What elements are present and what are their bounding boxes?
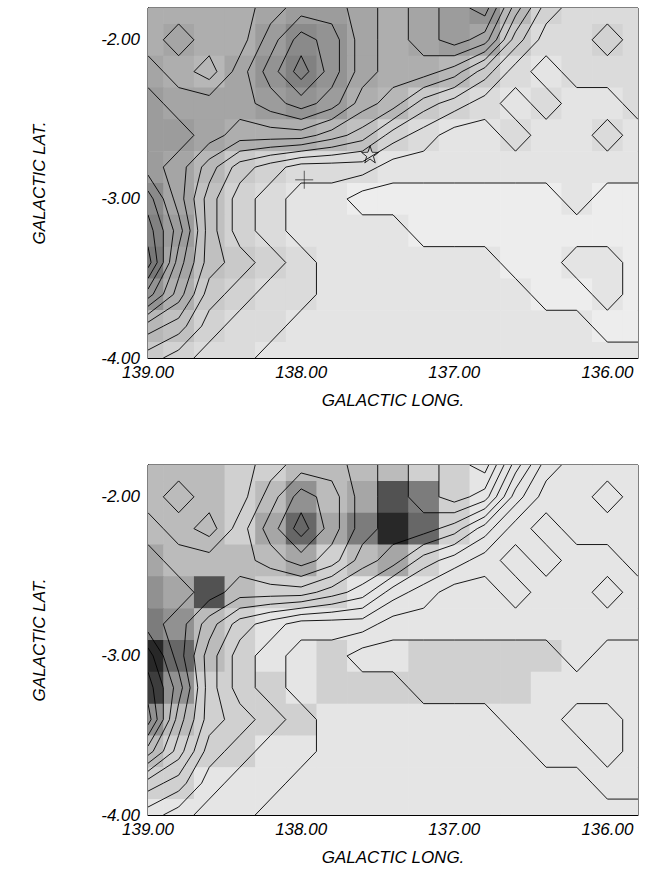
svg-text:136.00: 136.00: [581, 363, 634, 382]
svg-text:-2.00: -2.00: [101, 30, 140, 49]
svg-text:-3.00: -3.00: [101, 646, 140, 665]
svg-text:139.00: 139.00: [122, 363, 175, 382]
svg-text:-4.00: -4.00: [101, 805, 140, 825]
svg-text:GALACTIC LAT.: GALACTIC LAT.: [30, 122, 49, 245]
svg-text:137.00: 137.00: [428, 363, 481, 382]
svg-text:139.00: 139.00: [122, 820, 175, 839]
svg-text:GALACTIC LONG.: GALACTIC LONG.: [322, 848, 465, 867]
svg-text:GALACTIC LONG.: GALACTIC LONG.: [322, 391, 465, 410]
svg-text:GALACTIC LAT.: GALACTIC LAT.: [30, 579, 49, 702]
svg-text:138.00: 138.00: [275, 820, 328, 839]
svg-text:138.00: 138.00: [275, 363, 328, 382]
svg-text:-2.00: -2.00: [101, 487, 140, 506]
svg-text:136.00: 136.00: [581, 820, 634, 839]
svg-text:137.00: 137.00: [428, 820, 481, 839]
svg-text:-3.00: -3.00: [101, 189, 140, 208]
svg-text:-4.00: -4.00: [101, 348, 140, 368]
